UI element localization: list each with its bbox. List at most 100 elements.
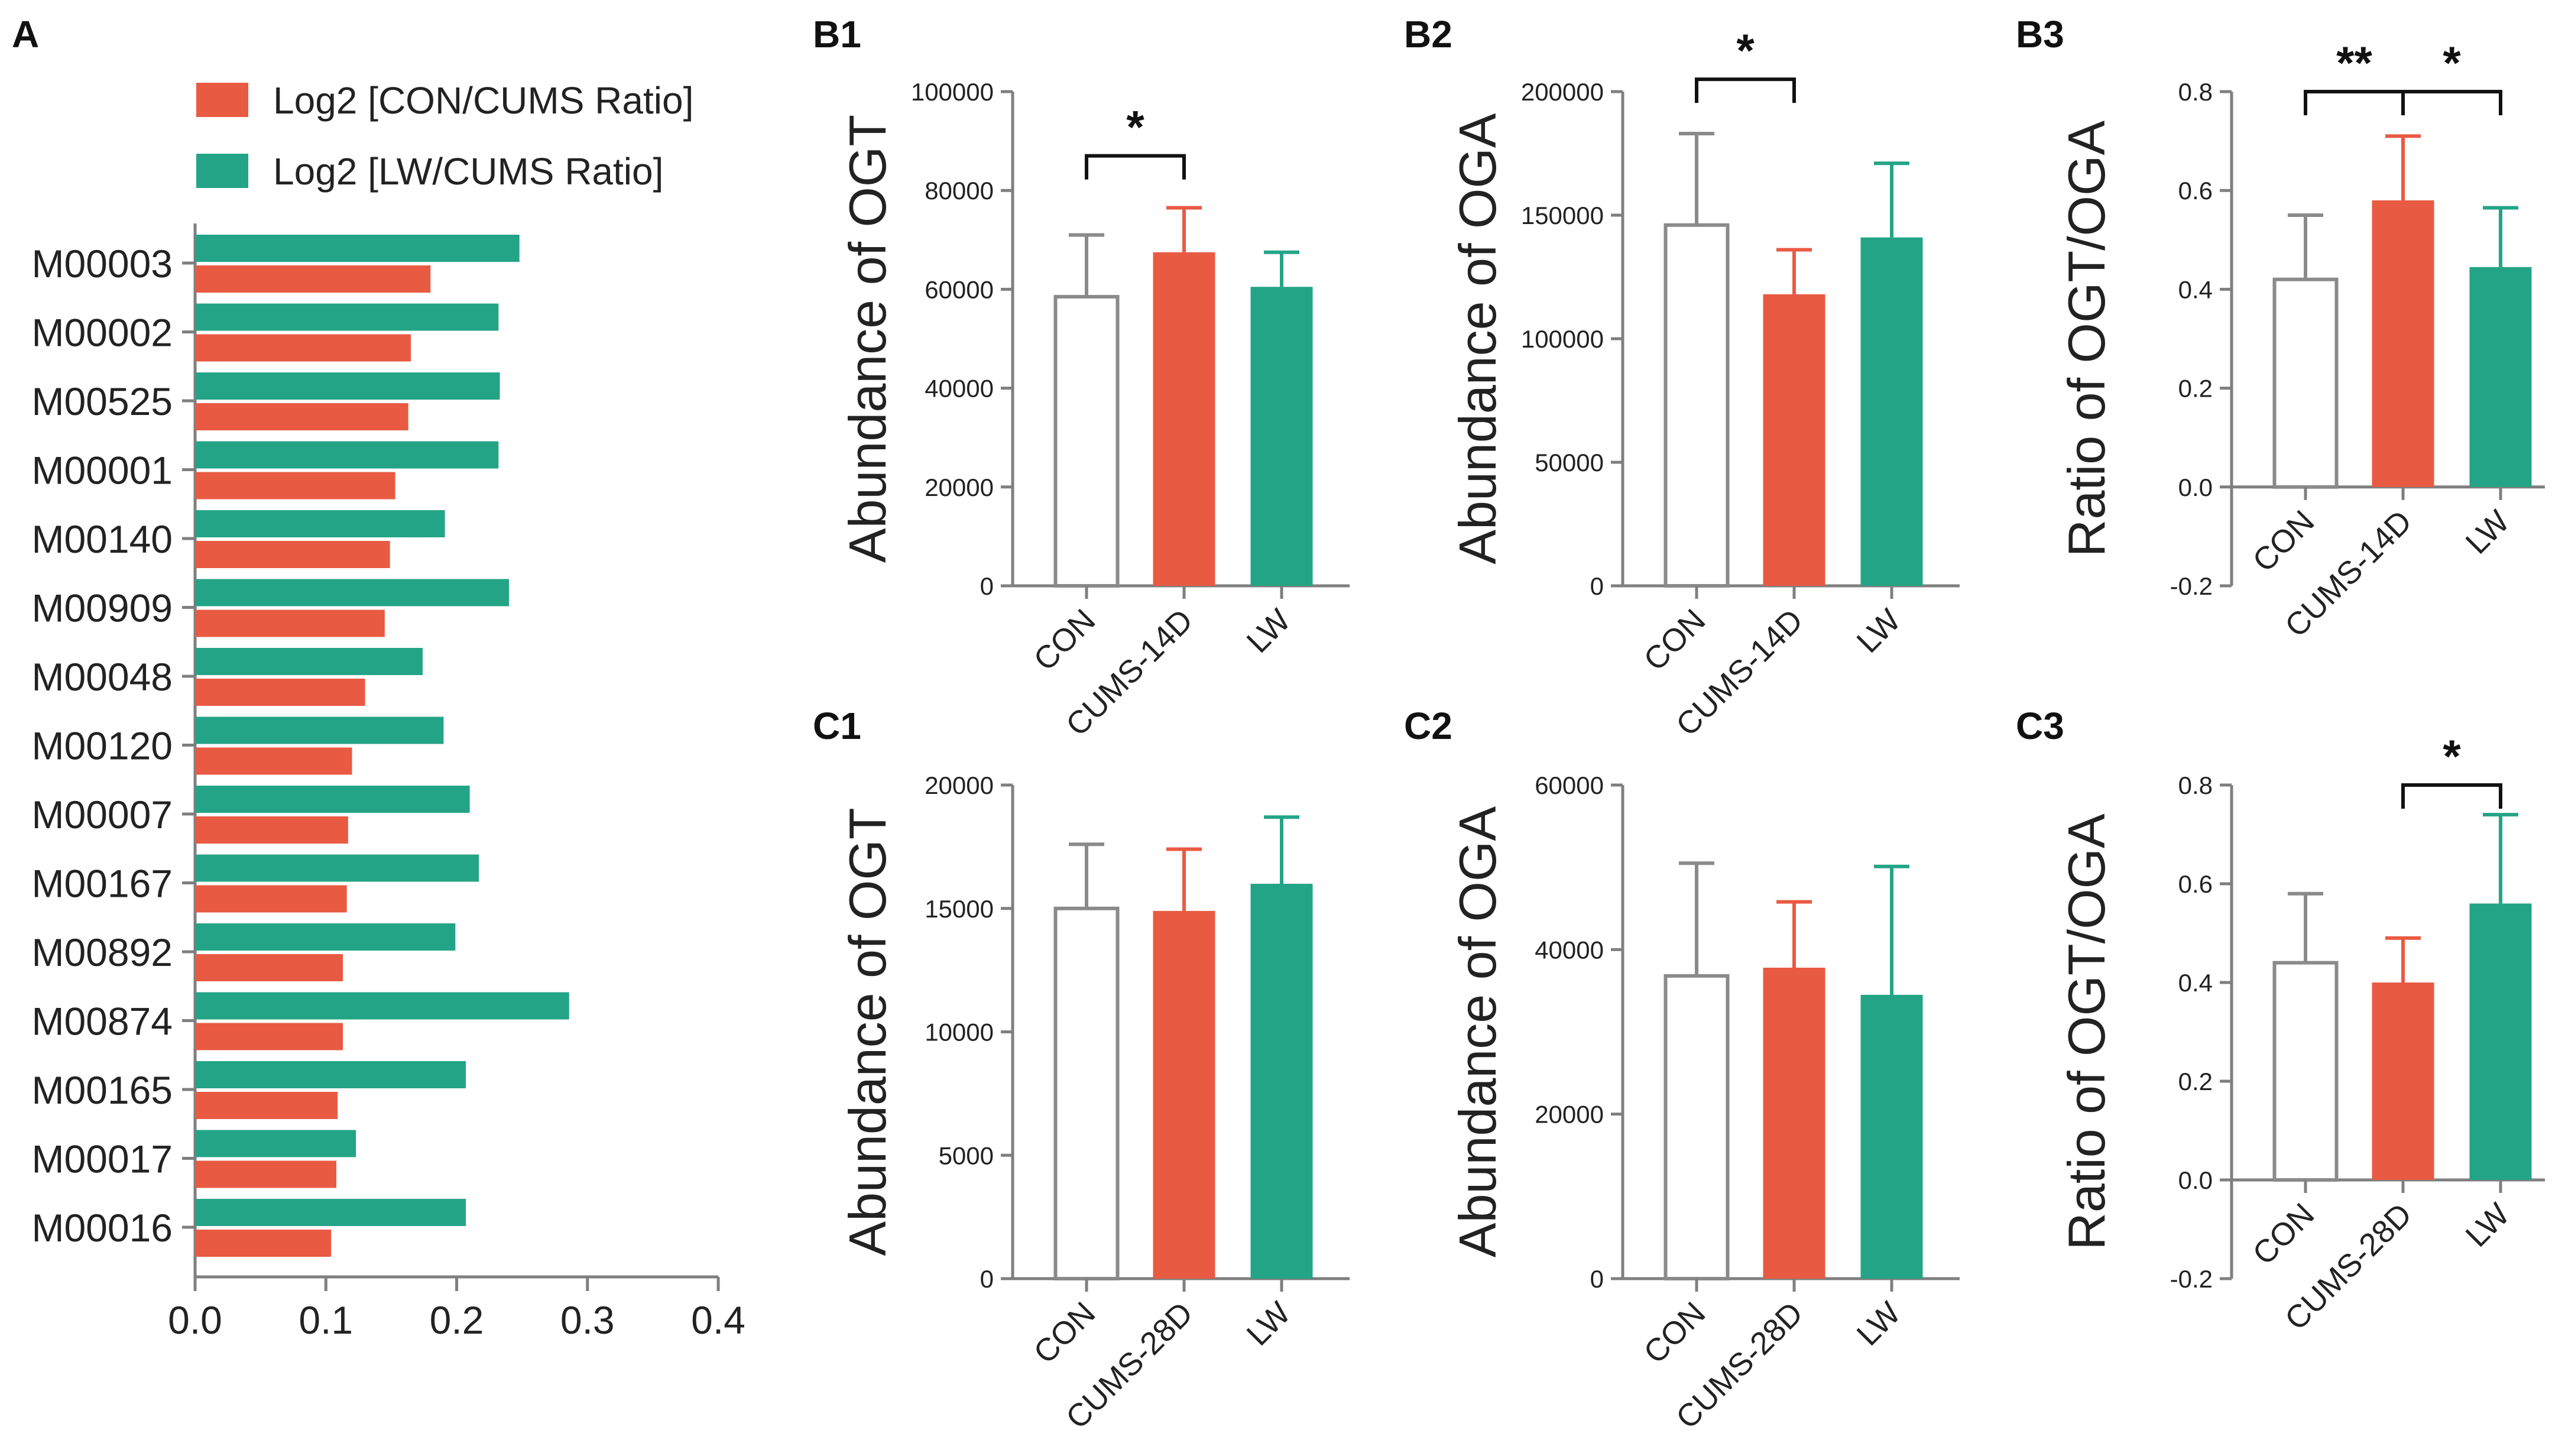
category-label: M00909 bbox=[31, 586, 173, 630]
category-label: M00003 bbox=[31, 242, 173, 286]
panel-c1: C1 Abundance of OGT 0 5000 10000 15000 20000 CO… bbox=[813, 705, 1350, 1436]
y-tick-label: 5000 bbox=[939, 1142, 994, 1169]
significance-bracket bbox=[1085, 154, 1186, 180]
legend-label: Log2 [LW/CUMS Ratio] bbox=[273, 150, 663, 193]
panel-a: A Log2 [CON/CUMS Ratio] Log2 [LW/CUMS Rati… bbox=[12, 13, 745, 1342]
bar-con bbox=[1663, 223, 1730, 588]
bar-con-cums bbox=[195, 885, 347, 913]
bar-con-cums bbox=[195, 954, 343, 981]
y-tick-label: 40000 bbox=[1535, 936, 1604, 964]
panel-b1: B1 Abundance of OGT 0 20000 40000 60000 80000 1… bbox=[813, 13, 1350, 743]
bar-lw bbox=[1250, 884, 1313, 1279]
bar-cums-28d bbox=[2372, 982, 2434, 1180]
y-tick-label: 150000 bbox=[1521, 202, 1604, 229]
y-tick-label: 0.8 bbox=[2178, 78, 2213, 106]
panel-label: C2 bbox=[1404, 705, 1452, 747]
category-label: M00892 bbox=[31, 930, 173, 974]
y-tick-label: 15000 bbox=[925, 895, 994, 923]
y-tick-label: 60000 bbox=[925, 275, 994, 303]
category-label: CON bbox=[1637, 1295, 1712, 1370]
bar-lw bbox=[1860, 994, 1923, 1279]
y-axis-label: Ratio of OGT/OGA bbox=[2057, 813, 2116, 1250]
category-label: LW bbox=[2459, 504, 2517, 561]
panel-label: B1 bbox=[813, 13, 861, 56]
bar-con-cums bbox=[195, 1023, 343, 1050]
bar-lw-cums bbox=[195, 441, 499, 469]
bar-con-cums bbox=[195, 541, 390, 568]
bar-lw-cums bbox=[195, 1061, 466, 1088]
bar-lw-cums bbox=[195, 716, 444, 744]
bar-cums-14d bbox=[2372, 200, 2434, 487]
panel-label: C3 bbox=[2016, 705, 2064, 747]
y-tick-label: 0 bbox=[1590, 572, 1604, 600]
bar-cums-28d bbox=[1763, 967, 1825, 1279]
bar-cums-14d bbox=[1763, 294, 1825, 586]
bar-con-cums bbox=[195, 265, 431, 293]
bar-con-cums bbox=[195, 679, 365, 706]
category-label: LW bbox=[2459, 1196, 2517, 1254]
bar-lw bbox=[1860, 237, 1923, 586]
significance-bracket bbox=[2304, 90, 2405, 115]
panel-label: A bbox=[12, 13, 39, 56]
y-tick-label: -0.2 bbox=[2170, 1265, 2213, 1293]
bar-lw-cums bbox=[195, 510, 445, 537]
y-tick-label: 20000 bbox=[1535, 1101, 1604, 1129]
y-tick-label: 0 bbox=[980, 572, 994, 600]
bar-lw-cums bbox=[195, 579, 509, 607]
y-tick-label: 20000 bbox=[925, 771, 994, 799]
significance-bracket bbox=[2401, 90, 2502, 115]
panel-b2: B2 Abundance of OGA 0 50000 100000 150000 2000… bbox=[1404, 13, 1960, 743]
bar-con-cums bbox=[195, 816, 348, 844]
y-axis-label: Abundance of OGA bbox=[1448, 806, 1507, 1257]
y-axis-label: Abundance of OGT bbox=[838, 808, 897, 1256]
x-tick-label: 0.2 bbox=[430, 1298, 484, 1342]
bar-lw-cums bbox=[195, 992, 569, 1020]
category-label: M00874 bbox=[31, 1000, 173, 1043]
y-tick-label: 0.6 bbox=[2178, 870, 2213, 898]
category-label: M00525 bbox=[31, 380, 173, 423]
y-tick-label: 20000 bbox=[925, 474, 994, 501]
bar-lw-cums bbox=[195, 1130, 356, 1157]
bar-con-cums bbox=[195, 1092, 338, 1119]
bar-lw-cums bbox=[195, 1199, 466, 1226]
bar-con-cums bbox=[195, 1230, 332, 1257]
y-tick-label: 0.0 bbox=[2178, 474, 2213, 501]
category-label: M00167 bbox=[31, 862, 173, 906]
y-tick-label: 0.8 bbox=[2178, 771, 2213, 799]
significance-label: ** bbox=[2336, 37, 2372, 89]
y-tick-label: 100000 bbox=[1521, 325, 1604, 353]
bar-con-cums bbox=[195, 609, 385, 637]
significance-bracket bbox=[2401, 783, 2502, 809]
bar-con-cums bbox=[195, 472, 395, 500]
bar-lw-cums bbox=[195, 235, 520, 262]
y-tick-label: 0 bbox=[980, 1265, 994, 1293]
bar-lw bbox=[2469, 267, 2532, 487]
y-tick-label: 0 bbox=[1590, 1265, 1604, 1293]
x-tick-label: 0.3 bbox=[560, 1298, 615, 1342]
y-tick-label: 10000 bbox=[925, 1019, 994, 1046]
y-tick-label: 40000 bbox=[925, 375, 994, 403]
category-label: LW bbox=[1240, 602, 1298, 660]
y-tick-label: 0.2 bbox=[2178, 375, 2213, 403]
y-tick-label: 80000 bbox=[925, 177, 994, 205]
y-tick-label: 0.4 bbox=[2178, 275, 2213, 303]
category-label: CON bbox=[2246, 1196, 2321, 1272]
category-label: M00017 bbox=[31, 1137, 173, 1181]
panel-label: B3 bbox=[2016, 13, 2064, 56]
category-label: M00120 bbox=[31, 724, 173, 768]
bar-lw-cums bbox=[195, 923, 456, 951]
category-label: LW bbox=[1850, 602, 1908, 660]
bar-con-cums bbox=[195, 334, 411, 362]
panel-b3: B3 Ratio of OGT/OGA -0.2 0.0 0.2 0.4 0.6 0.8 CON… bbox=[2016, 13, 2545, 644]
y-tick-label: 0.4 bbox=[2178, 969, 2213, 997]
legend-swatch bbox=[196, 83, 248, 117]
bar-lw-cums bbox=[195, 303, 499, 331]
bar-con-cums bbox=[195, 1160, 336, 1188]
category-label: CON bbox=[1027, 602, 1102, 677]
category-label: CON bbox=[1637, 602, 1712, 677]
x-tick-label: 0.4 bbox=[691, 1298, 745, 1342]
category-label: M00016 bbox=[31, 1206, 173, 1250]
category-label: LW bbox=[1850, 1295, 1908, 1353]
bar-lw bbox=[1250, 287, 1313, 586]
